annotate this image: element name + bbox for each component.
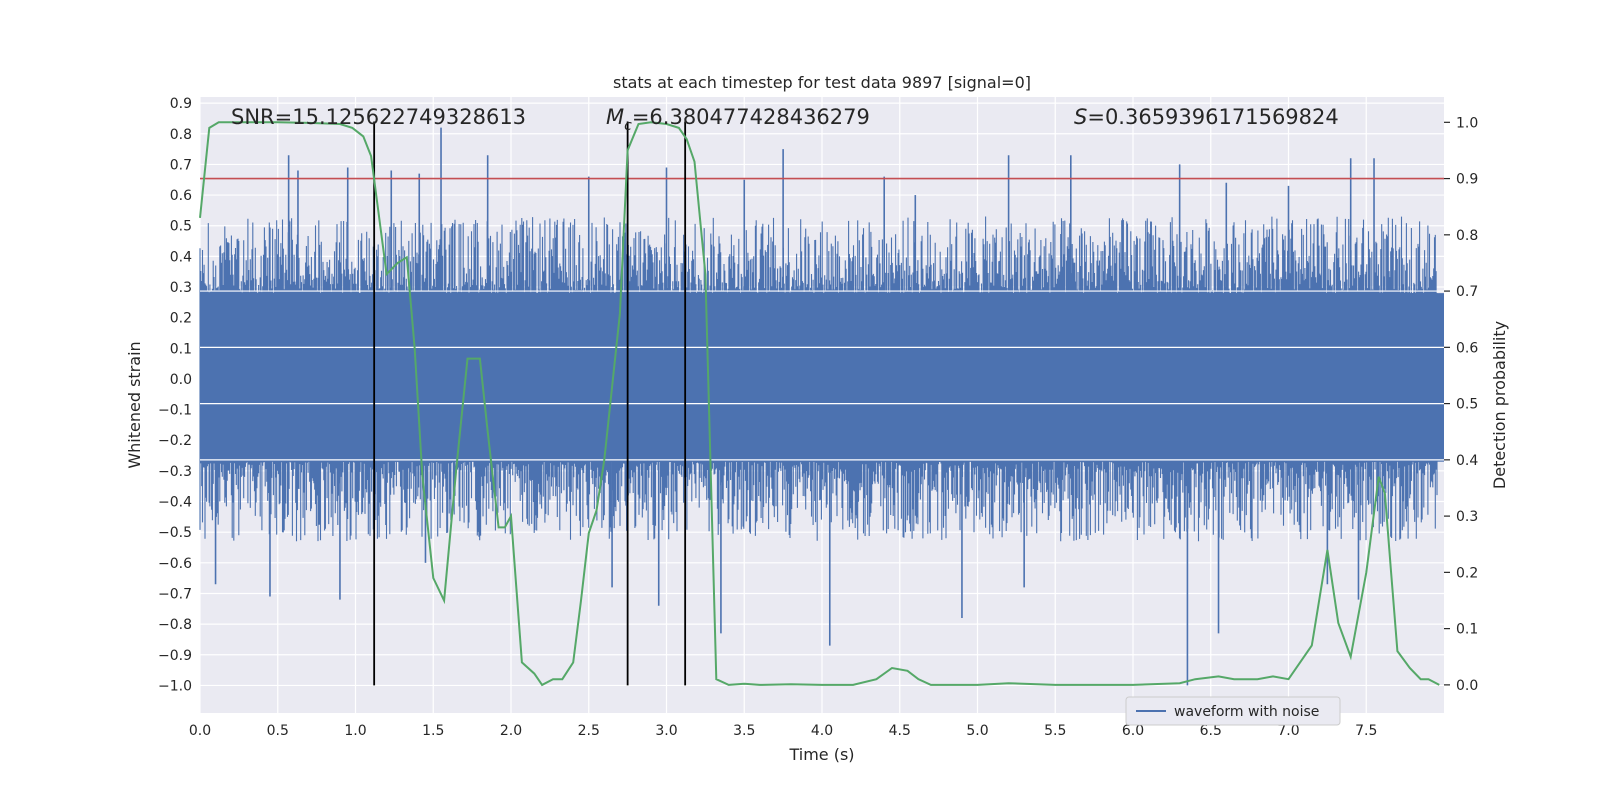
y-right-axis-label: Detection probability <box>1490 321 1509 489</box>
x-tick-label: 3.5 <box>733 723 755 739</box>
y-tick-label: 0.2 <box>170 311 192 327</box>
y-tick-label: 0.0 <box>170 372 192 388</box>
spin-value: =0.3659396171569824 <box>1087 105 1338 129</box>
y-tick-label: −0.4 <box>158 495 192 511</box>
x-tick-label: 3.0 <box>655 723 677 739</box>
x-tick-label: 5.0 <box>966 723 988 739</box>
y-tick-label: −0.3 <box>158 464 192 480</box>
event-markers <box>373 121 687 686</box>
y-right-tick-label: 0.0 <box>1456 678 1478 694</box>
legend-entry-waveform: waveform with noise <box>1174 704 1319 720</box>
y-tick-label: 0.1 <box>170 341 192 357</box>
y-right-tick-label: 0.4 <box>1456 453 1478 469</box>
x-tick-label: 1.5 <box>422 723 444 739</box>
y-right-tick-label: 0.9 <box>1456 172 1478 188</box>
x-tick-label: 6.0 <box>1122 723 1144 739</box>
y-tick-label: −0.8 <box>158 617 192 633</box>
y-axis-label: Whitened strain <box>125 341 144 468</box>
x-tick-label: 2.0 <box>500 723 522 739</box>
y-tick-label: 0.4 <box>170 249 192 265</box>
x-tick-label: 0.0 <box>189 723 211 739</box>
x-tick-label: 7.5 <box>1355 723 1377 739</box>
waveform-series <box>199 127 1444 686</box>
y-tick-label: −0.1 <box>158 403 192 419</box>
y-right-tick-label: 0.6 <box>1456 340 1478 356</box>
y-right-tick-labels: 1.0 0.9 0.8 0.7 0.6 0.5 0.4 0.3 0.2 0.1 0.0 <box>1444 115 1478 694</box>
y-right-tick-label: 0.1 <box>1456 622 1478 638</box>
y-tick-label: −1.0 <box>158 678 192 694</box>
snr-annotation: SNR=15.125622749328613 <box>231 105 526 129</box>
x-tick-label: 5.5 <box>1044 723 1066 739</box>
chirp-mass-value: =6.380477428436279 <box>632 105 870 129</box>
y-tick-label: −0.6 <box>158 556 192 572</box>
y-tick-label: 0.9 <box>170 96 192 112</box>
x-tick-label: 0.5 <box>267 723 289 739</box>
y-right-tick-label: 1.0 <box>1456 115 1478 131</box>
spin-annotation: S=0.3659396171569824 <box>1074 105 1339 129</box>
y-right-tick-label: 0.8 <box>1456 228 1478 244</box>
x-tick-label: 4.0 <box>811 723 833 739</box>
y-tick-label: 0.7 <box>170 157 192 173</box>
y-tick-label: −0.9 <box>158 648 192 664</box>
x-tick-label: 6.5 <box>1200 723 1222 739</box>
y-tick-label: 0.5 <box>170 219 192 235</box>
waveform-noise <box>199 216 1438 542</box>
y-right-tick-label: 0.5 <box>1456 397 1478 413</box>
y-tick-label: −0.7 <box>158 586 192 602</box>
x-tick-label: 1.0 <box>344 723 366 739</box>
probability-series <box>199 121 1440 687</box>
chirp-mass-subscript: c <box>624 118 632 134</box>
y-tick-label: 0.6 <box>170 188 192 204</box>
y-right-tick-label: 0.3 <box>1456 509 1478 525</box>
chart-title: stats at each timestep for test data 989… <box>613 73 1031 92</box>
x-tick-label: 7.0 <box>1277 723 1299 739</box>
y-tick-label: 0.3 <box>170 280 192 296</box>
y-tick-labels: 0.9 0.8 0.7 0.6 0.5 0.4 0.3 0.2 0.1 0.0 −0.1 −0.2 −0… <box>158 96 192 694</box>
x-tick-label: 4.5 <box>889 723 911 739</box>
chirp-mass-annotation: Mc=6.380477428436279 <box>606 105 870 134</box>
legend-box <box>1125 696 1341 726</box>
chirp-mass-symbol: M <box>606 105 624 129</box>
y-tick-label: 0.8 <box>170 127 192 143</box>
spin-symbol: S <box>1074 105 1087 129</box>
y-tick-label: −0.2 <box>158 433 192 449</box>
x-axis-label: Time (s) <box>788 745 854 764</box>
legend: waveform with noise <box>1125 696 1341 726</box>
x-tick-labels: 0.0 0.5 1.0 1.5 2.0 2.5 3.0 3.5 4.0 4.5 5.0 5.5 6.0 6… <box>189 723 1378 739</box>
y-right-tick-label: 0.2 <box>1456 565 1478 581</box>
x-tick-label: 2.5 <box>578 723 600 739</box>
y-right-tick-label: 0.7 <box>1456 284 1478 300</box>
y-tick-label: −0.5 <box>158 525 192 541</box>
probability-line <box>199 121 1440 687</box>
